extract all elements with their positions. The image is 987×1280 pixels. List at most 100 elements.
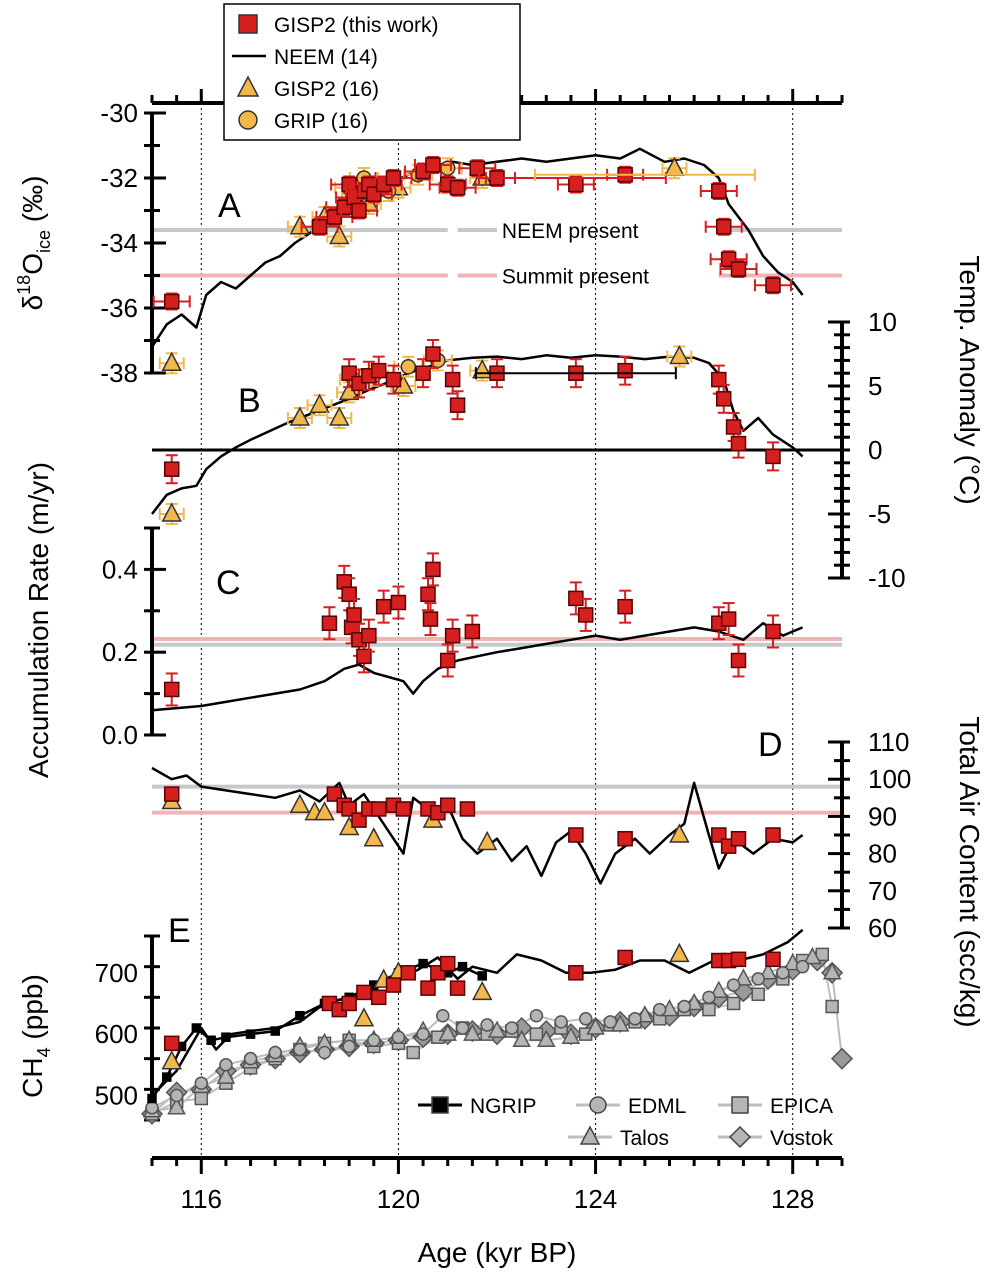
ngrip-point xyxy=(457,961,468,972)
y-tick-label: 5 xyxy=(868,371,882,401)
gisp2-this-point xyxy=(390,594,407,611)
neem-line-D xyxy=(151,766,804,885)
y-tick-label: 90 xyxy=(868,801,897,831)
legend-label: GISP2 (16) xyxy=(274,78,379,101)
gisp2-16-point xyxy=(314,801,335,821)
gisp2-this-point xyxy=(730,652,747,669)
gisp2-this-point xyxy=(730,435,747,452)
edml-point xyxy=(628,1012,642,1026)
gisp2-this-point xyxy=(439,652,456,669)
y-tick-label: -34 xyxy=(100,228,138,258)
gisp2-this-point xyxy=(385,977,402,993)
gisp2-this-point xyxy=(711,371,727,388)
legend-swatch xyxy=(236,75,260,97)
talos-point xyxy=(537,1029,556,1048)
panel-letter-D: D xyxy=(758,726,783,764)
gisp2-this-point xyxy=(568,827,584,843)
gisp2-this-point xyxy=(341,995,357,1012)
gisp2-this-point xyxy=(449,397,466,413)
legend-swatch xyxy=(238,14,258,34)
gisp2-this-point xyxy=(385,170,402,186)
gisp2-this-point xyxy=(765,623,781,640)
gisp2-this-point xyxy=(370,801,387,817)
y-tick-label: 60 xyxy=(868,913,897,943)
edml-point xyxy=(529,1008,544,1023)
gisp2-this-point xyxy=(730,830,747,847)
talos-point xyxy=(709,980,729,998)
talos-point xyxy=(803,946,822,965)
edml-point xyxy=(194,1076,209,1090)
talos-point xyxy=(167,1097,186,1115)
epica-point xyxy=(406,1045,420,1060)
y-axis-label-B: Temp. Anomaly (°C) xyxy=(954,255,985,504)
y-tick-label: 100 xyxy=(868,764,911,794)
gisp2-this-point xyxy=(370,989,387,1006)
gisp2-this-point xyxy=(163,681,180,698)
gisp2-this-point xyxy=(439,955,456,972)
gisp2-this-point xyxy=(415,365,431,381)
talos-point xyxy=(586,1017,605,1035)
y-tick-label: -38 xyxy=(100,358,138,388)
y-tick-label: 70 xyxy=(868,876,897,906)
gisp2-this-point xyxy=(422,611,439,627)
gisp2-this-point xyxy=(730,951,747,968)
y-tick-label: -10 xyxy=(868,563,906,593)
gisp2-this-point xyxy=(765,448,781,465)
gisp2-this-point xyxy=(469,160,486,176)
edml-point xyxy=(751,972,765,986)
legend-label: Vostok xyxy=(770,1127,834,1150)
edml-point xyxy=(317,1045,332,1060)
x-tick-label: 128 xyxy=(771,1184,814,1214)
edml-point xyxy=(342,1039,356,1054)
x-axis-label: Age (kyr BP) xyxy=(418,1237,577,1268)
gisp2-this-point xyxy=(765,951,781,968)
gisp2-this-point xyxy=(356,648,372,665)
y-tick-label: 80 xyxy=(868,839,897,869)
axes xyxy=(144,89,850,1174)
gisp2-this-point xyxy=(720,611,737,627)
edml-point xyxy=(505,1021,519,1035)
y-tick-label: -36 xyxy=(100,293,138,323)
legend-swatch xyxy=(238,110,258,130)
gisp2-this-point xyxy=(361,627,377,644)
gisp2-16-point xyxy=(289,793,311,813)
gisp2-this-point xyxy=(568,176,584,193)
talos-point xyxy=(512,1029,531,1048)
talos-point xyxy=(216,1066,236,1084)
gisp2-16-point xyxy=(161,1050,182,1070)
gisp2-this-point xyxy=(425,157,441,173)
legend-label: NEEM (14) xyxy=(274,46,378,69)
edml-point xyxy=(169,1088,184,1103)
legend-swatch xyxy=(731,1096,749,1114)
edml-point xyxy=(219,1058,233,1072)
talos-point xyxy=(561,1026,581,1044)
gisp2-this-point xyxy=(568,965,584,981)
y-tick-label: 0 xyxy=(868,435,882,465)
ref-line-label: Summit present xyxy=(502,266,649,289)
ref-line-label: NEEM present xyxy=(502,220,639,243)
grip-16-point xyxy=(439,160,456,176)
gisp2-this-point xyxy=(163,786,180,802)
y-tick-label: 0.2 xyxy=(102,637,138,667)
legend-swatch xyxy=(431,1096,449,1114)
gisp2-this-point xyxy=(444,627,461,644)
gisp2-16-point xyxy=(363,827,385,847)
gisp2-this-point xyxy=(459,801,476,817)
edml-point xyxy=(554,1015,568,1029)
edml-point xyxy=(391,1030,406,1044)
gisp2-this-point xyxy=(311,219,328,235)
panel-letter-E: E xyxy=(168,912,191,950)
edml-point xyxy=(145,1100,159,1115)
edml-point xyxy=(726,978,741,992)
legend-label: NGRIP xyxy=(470,1095,537,1118)
y-tick-label: 600 xyxy=(95,1019,138,1049)
ngrip-point xyxy=(295,1010,305,1021)
gisp2-16-point xyxy=(476,830,498,851)
gisp2-this-point xyxy=(356,984,372,1001)
gisp2-16-point xyxy=(471,980,493,1001)
gisp2-this-point xyxy=(425,346,441,362)
gisp2-16-point xyxy=(353,1007,375,1027)
gisp2-this-point xyxy=(617,598,633,615)
talos-point xyxy=(734,968,753,986)
axis-labels: 116 120 124 128 Age (kyr BP) -38 -36 -34 -32 -30 -… xyxy=(14,98,985,1268)
